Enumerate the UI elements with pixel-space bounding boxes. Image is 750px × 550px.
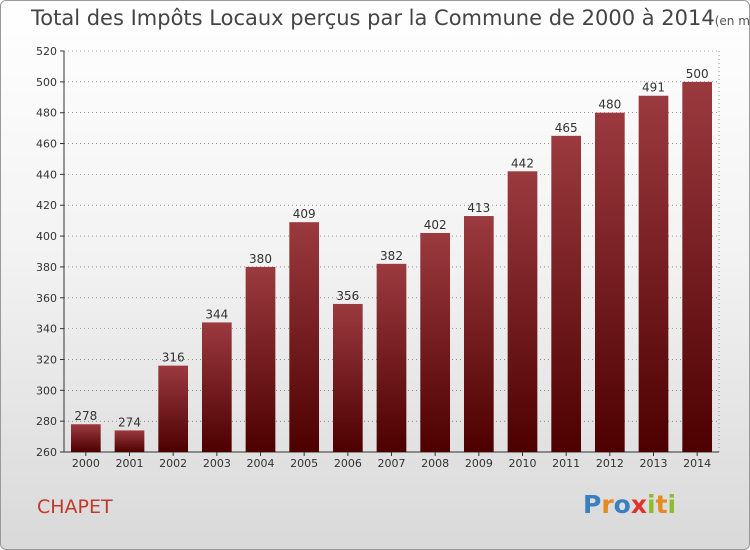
- x-tick-label: 2008: [421, 457, 449, 470]
- x-tick-label: 2003: [203, 457, 231, 470]
- y-tick-label: 260: [36, 446, 57, 459]
- x-tick-label: 2006: [334, 457, 362, 470]
- title-unit: (en milliers d'€): [714, 14, 750, 28]
- y-tick-label: 360: [36, 292, 57, 305]
- data-label: 409: [293, 207, 316, 221]
- x-tick-label: 2014: [683, 457, 711, 470]
- data-label: 402: [424, 218, 447, 232]
- data-label: 465: [555, 121, 578, 135]
- y-tick-label: 340: [36, 323, 57, 336]
- data-label: 380: [249, 252, 272, 266]
- y-tick-label: 460: [36, 138, 57, 151]
- logo-letter: o: [613, 490, 631, 519]
- commune-name: CHAPET: [37, 496, 113, 518]
- axis-layer: 260 280 300 320 340 360 380 400 420 440 460 480 500 5…: [36, 45, 719, 470]
- y-tick-label: 520: [36, 45, 57, 58]
- y-tick-label: 440: [36, 168, 57, 181]
- y-tick-label: 380: [36, 261, 57, 274]
- x-tick-label: 2004: [247, 457, 275, 470]
- data-label: 274: [118, 415, 141, 429]
- x-tick-label: 2010: [509, 457, 537, 470]
- bar[interactable]: [638, 95, 669, 452]
- x-tick-label: 2007: [378, 457, 406, 470]
- x-tick-label: 2002: [159, 457, 187, 470]
- x-tick-label: 2011: [552, 457, 580, 470]
- data-label: 344: [205, 307, 228, 321]
- bar[interactable]: [114, 430, 145, 452]
- x-tick-label: 2000: [72, 457, 100, 470]
- logo-letter: r: [601, 490, 614, 519]
- labels-layer: 278 274 316 344 380 409 356 382 402 413 442 465 480 4…: [74, 67, 708, 430]
- bar[interactable]: [420, 232, 451, 452]
- x-tick-label: 2001: [116, 457, 144, 470]
- y-tick-label: 320: [36, 353, 57, 366]
- x-tick-label: 2009: [465, 457, 493, 470]
- bar[interactable]: [682, 81, 713, 452]
- data-label: 500: [686, 67, 709, 81]
- logo-letter: t: [655, 490, 668, 519]
- logo-letter: i: [647, 490, 656, 519]
- bars-layer: [70, 81, 713, 453]
- y-tick-label: 400: [36, 230, 57, 243]
- data-label: 382: [380, 249, 403, 263]
- x-tick-label: 2005: [290, 457, 318, 470]
- bar[interactable]: [245, 266, 276, 452]
- bar[interactable]: [332, 303, 363, 452]
- logo-letter: i: [667, 490, 677, 519]
- data-label: 480: [598, 98, 621, 112]
- bar[interactable]: [376, 263, 407, 452]
- logo-letter: P: [583, 490, 602, 519]
- bar[interactable]: [201, 322, 232, 452]
- data-label: 442: [511, 156, 534, 170]
- data-label: 278: [74, 409, 97, 423]
- data-label: 316: [162, 351, 185, 365]
- bar[interactable]: [507, 171, 538, 453]
- bar[interactable]: [70, 424, 101, 452]
- proxiti-logo[interactable]: Proxiti: [583, 490, 676, 519]
- chart-title: Total des Impôts Locaux perçus par la Co…: [31, 6, 750, 30]
- y-tick-label: 300: [36, 384, 57, 397]
- y-tick-label: 500: [36, 76, 57, 89]
- y-tick-label: 480: [36, 107, 57, 120]
- bar[interactable]: [551, 135, 582, 453]
- data-label: 356: [336, 289, 359, 303]
- data-label: 491: [642, 81, 665, 95]
- title-text: Total des Impôts Locaux perçus par la Co…: [31, 6, 715, 30]
- y-tick-label: 280: [36, 415, 57, 428]
- bar[interactable]: [594, 112, 625, 452]
- bar[interactable]: [289, 222, 320, 452]
- grid-layer: [64, 50, 720, 453]
- bar[interactable]: [158, 365, 189, 452]
- data-label: 413: [467, 201, 490, 215]
- bar[interactable]: [463, 216, 494, 452]
- x-tick-label: 2013: [640, 457, 668, 470]
- y-tick-label: 420: [36, 199, 57, 212]
- x-tick-label: 2012: [596, 457, 624, 470]
- logo-letter: x: [630, 490, 647, 519]
